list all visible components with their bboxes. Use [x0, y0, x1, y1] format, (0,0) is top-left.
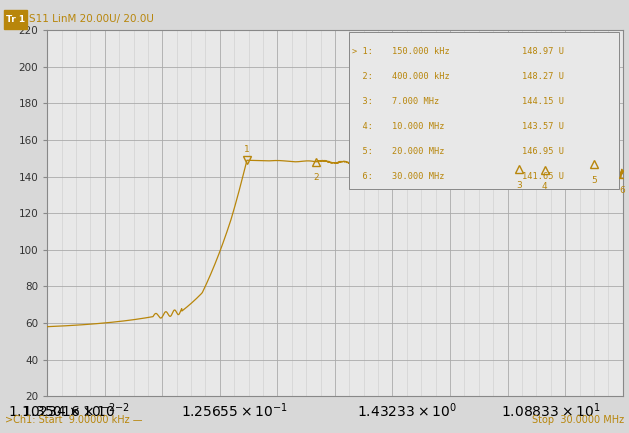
- Text: 10.000 MHz: 10.000 MHz: [392, 122, 445, 131]
- Text: 150.000 kHz: 150.000 kHz: [392, 47, 450, 56]
- Text: 141.65 U: 141.65 U: [522, 171, 564, 181]
- Bar: [349, 32, 619, 190]
- Text: 6:: 6:: [352, 171, 373, 181]
- Text: 400.000 kHz: 400.000 kHz: [392, 72, 450, 81]
- Text: 4:: 4:: [352, 122, 373, 131]
- Text: 1: 1: [244, 145, 250, 154]
- Text: 2:: 2:: [352, 72, 373, 81]
- Text: 5:: 5:: [352, 147, 373, 156]
- Text: 3: 3: [516, 181, 522, 190]
- Text: 2: 2: [314, 174, 319, 182]
- Text: 20.000 MHz: 20.000 MHz: [392, 147, 445, 156]
- Text: > 1:: > 1:: [352, 47, 373, 56]
- Text: 148.97 U: 148.97 U: [522, 47, 564, 56]
- Text: 7.000 MHz: 7.000 MHz: [392, 97, 440, 106]
- Text: 3:: 3:: [352, 97, 373, 106]
- Text: >Ch1: Start  9.00000 kHz —: >Ch1: Start 9.00000 kHz —: [5, 415, 143, 425]
- Text: S11 LinM 20.00U/ 20.0U: S11 LinM 20.00U/ 20.0U: [29, 14, 154, 25]
- Text: 146.95 U: 146.95 U: [522, 147, 564, 156]
- Text: 4: 4: [542, 182, 548, 191]
- Text: 6: 6: [620, 185, 626, 194]
- Text: 148.27 U: 148.27 U: [522, 72, 564, 81]
- Text: Stop  30.0000 MHz: Stop 30.0000 MHz: [532, 415, 624, 425]
- Text: 5: 5: [591, 176, 597, 185]
- Text: 143.57 U: 143.57 U: [522, 122, 564, 131]
- Text: 144.15 U: 144.15 U: [522, 97, 564, 106]
- Text: 30.000 MHz: 30.000 MHz: [392, 171, 445, 181]
- Text: Tr 1: Tr 1: [6, 15, 25, 24]
